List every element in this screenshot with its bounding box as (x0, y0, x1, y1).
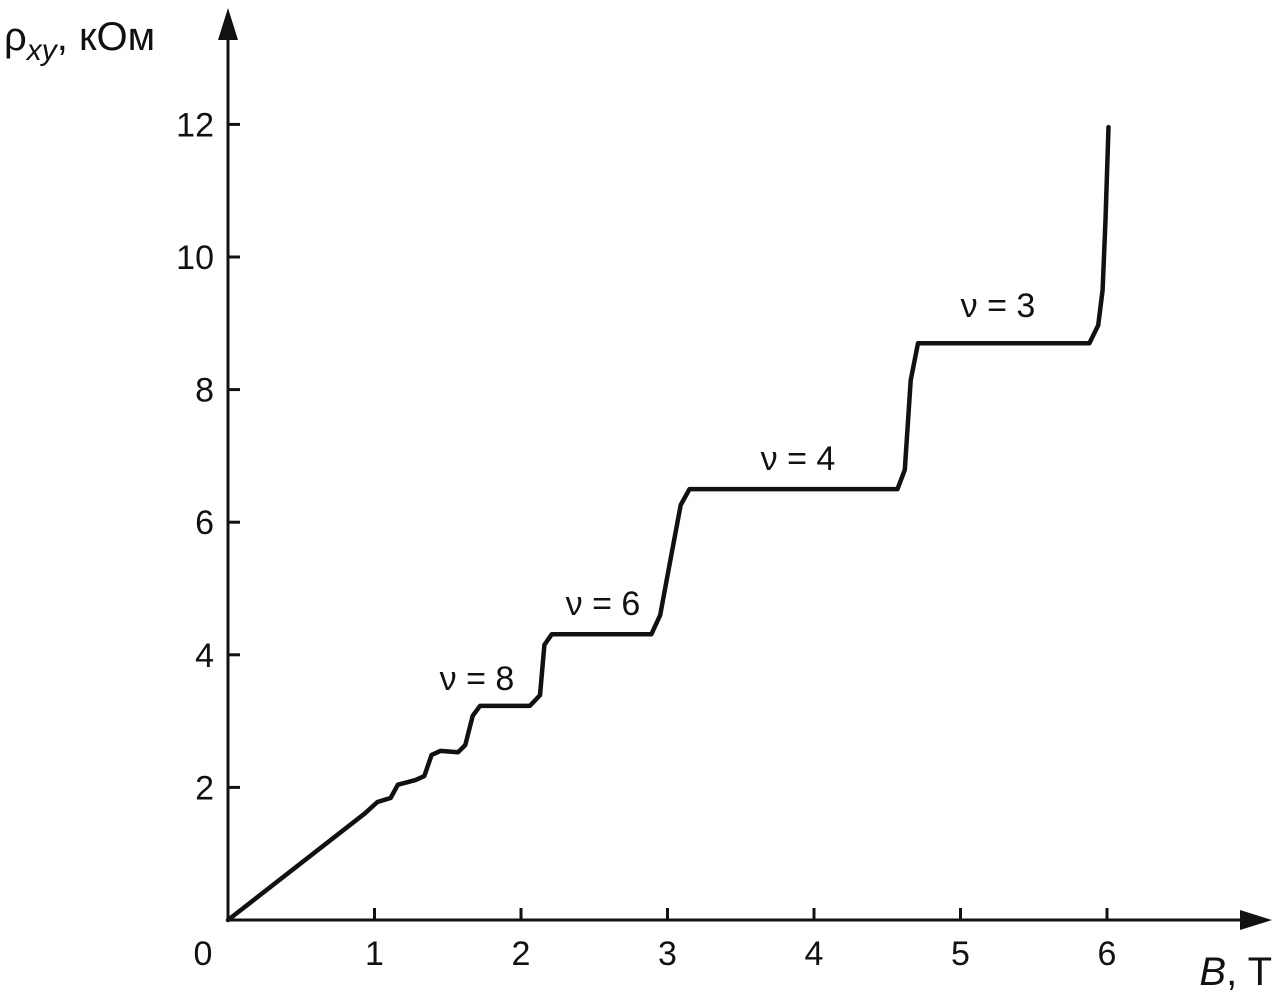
x-tick-label: 3 (658, 935, 677, 973)
y-label-unit: , кОм (57, 15, 155, 59)
y-tick-label: 10 (176, 239, 214, 277)
y-tick-label: 8 (195, 372, 214, 410)
y-tick-label: 12 (176, 106, 214, 144)
x-tick-label: 4 (805, 935, 824, 973)
x-tick-label: 5 (951, 935, 970, 973)
x-label-unit: , T (1226, 950, 1272, 994)
annotation: ν = 3 (961, 287, 1036, 325)
x-tick-label: 6 (1098, 935, 1117, 973)
y-label-subscript: xy (25, 34, 59, 67)
curve (225, 124, 1111, 923)
annotation: ν = 6 (566, 585, 641, 623)
x-label-symbol: B (1199, 950, 1226, 994)
x-axis-arrow (1240, 910, 1272, 930)
y-tick-label: 2 (195, 769, 214, 807)
y-axis-label: ρxy, кОм (4, 15, 155, 67)
y-tick-label: 6 (195, 504, 214, 542)
x-tick-label: 0 (194, 935, 213, 973)
y-axis-arrow (218, 8, 238, 40)
y-tick-label: 4 (195, 637, 214, 675)
axes (218, 8, 1272, 930)
y-label-symbol: ρ (4, 15, 27, 59)
annotation: ν = 8 (440, 660, 515, 698)
x-tick-label: 2 (512, 935, 531, 973)
x-axis-label: B, T (1199, 950, 1272, 994)
annotation: ν = 4 (761, 440, 836, 478)
x-tick-label: 1 (365, 935, 384, 973)
